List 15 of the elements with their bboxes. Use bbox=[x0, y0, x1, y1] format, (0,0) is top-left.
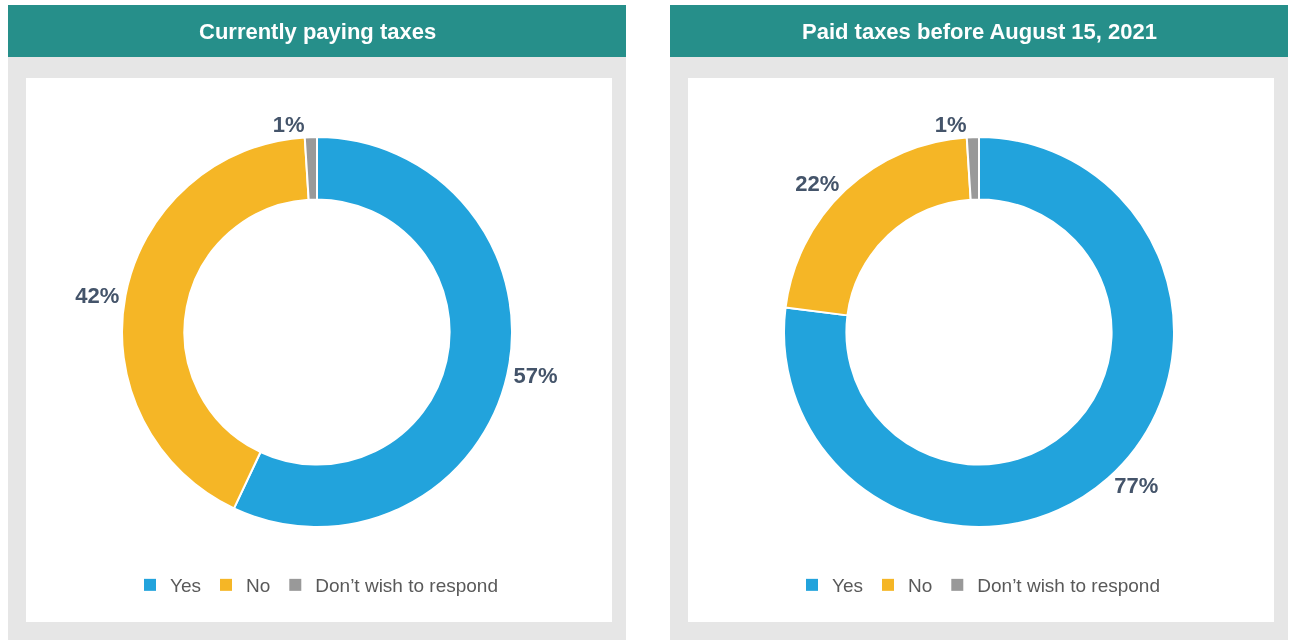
legend-label: Don’t wish to respond bbox=[977, 575, 1161, 597]
legend-label: No bbox=[246, 575, 271, 597]
chart-title: Paid taxes before August 15, 2021 bbox=[802, 19, 1157, 44]
data-label: 77% bbox=[1114, 472, 1159, 498]
data-label: 1% bbox=[934, 112, 967, 138]
data-label: 1% bbox=[272, 112, 305, 138]
data-label: 42% bbox=[75, 282, 120, 308]
data-label: 22% bbox=[795, 170, 840, 196]
legend-label: Yes bbox=[832, 575, 863, 597]
legend-label: Yes bbox=[170, 575, 201, 597]
donut-slice bbox=[783, 136, 1175, 528]
legend-label: Don’t wish to respond bbox=[315, 575, 499, 597]
data-label: 57% bbox=[513, 362, 558, 388]
legend-label: No bbox=[908, 575, 933, 597]
chart-title: Currently paying taxes bbox=[199, 19, 437, 44]
